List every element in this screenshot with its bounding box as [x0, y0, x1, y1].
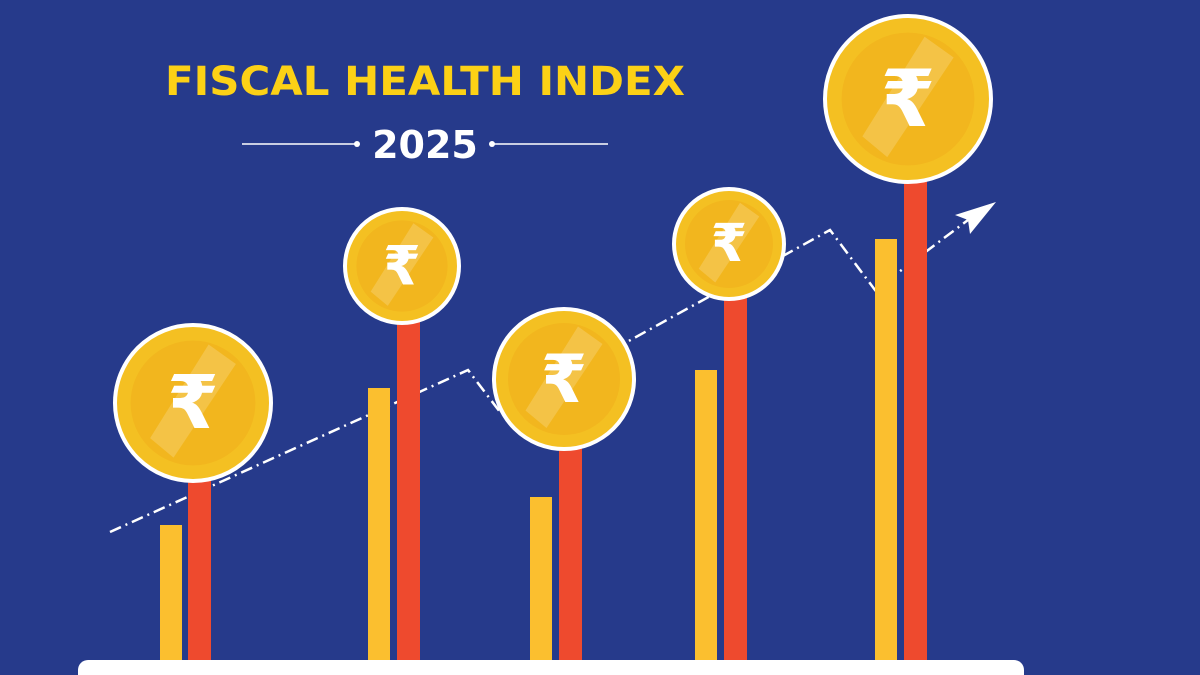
base-panel	[78, 660, 1024, 675]
year: 2025	[372, 123, 478, 167]
red-bar	[904, 175, 927, 662]
coin-face	[685, 200, 773, 288]
coin-symbol: ₹	[541, 340, 587, 418]
coin-shine	[862, 36, 954, 158]
coin-face	[130, 340, 256, 466]
trend-arrow	[955, 202, 996, 234]
bars	[160, 175, 927, 662]
title: FISCAL HEALTH INDEX	[165, 59, 685, 105]
yellow-bar	[695, 370, 717, 662]
red-bar	[559, 440, 582, 662]
year-divider	[242, 141, 608, 147]
yellow-bar	[368, 388, 390, 662]
yellow-bar	[530, 497, 552, 662]
coin: ₹	[343, 207, 461, 325]
coin-symbol: ₹	[881, 53, 936, 145]
coin-shine	[370, 223, 434, 306]
red-bar	[188, 470, 211, 662]
coin-symbol: ₹	[383, 235, 421, 298]
coin-shine	[525, 326, 603, 428]
coin-face	[356, 220, 448, 312]
coin-symbol: ₹	[711, 214, 747, 274]
coins: ₹ ₹ ₹ ₹ ₹	[113, 14, 993, 483]
coin-face	[508, 323, 620, 435]
coin-shine	[150, 344, 236, 458]
red-bar	[397, 310, 420, 662]
coin-symbol: ₹	[167, 360, 219, 446]
coin: ₹	[492, 307, 636, 451]
coin: ₹	[672, 187, 786, 301]
coin-face	[841, 32, 975, 166]
yellow-bar	[875, 239, 897, 662]
coin-shine	[698, 202, 760, 283]
red-bar	[724, 290, 747, 662]
coin: ₹	[823, 14, 993, 184]
yellow-bar	[160, 525, 182, 662]
coin: ₹	[113, 323, 273, 483]
